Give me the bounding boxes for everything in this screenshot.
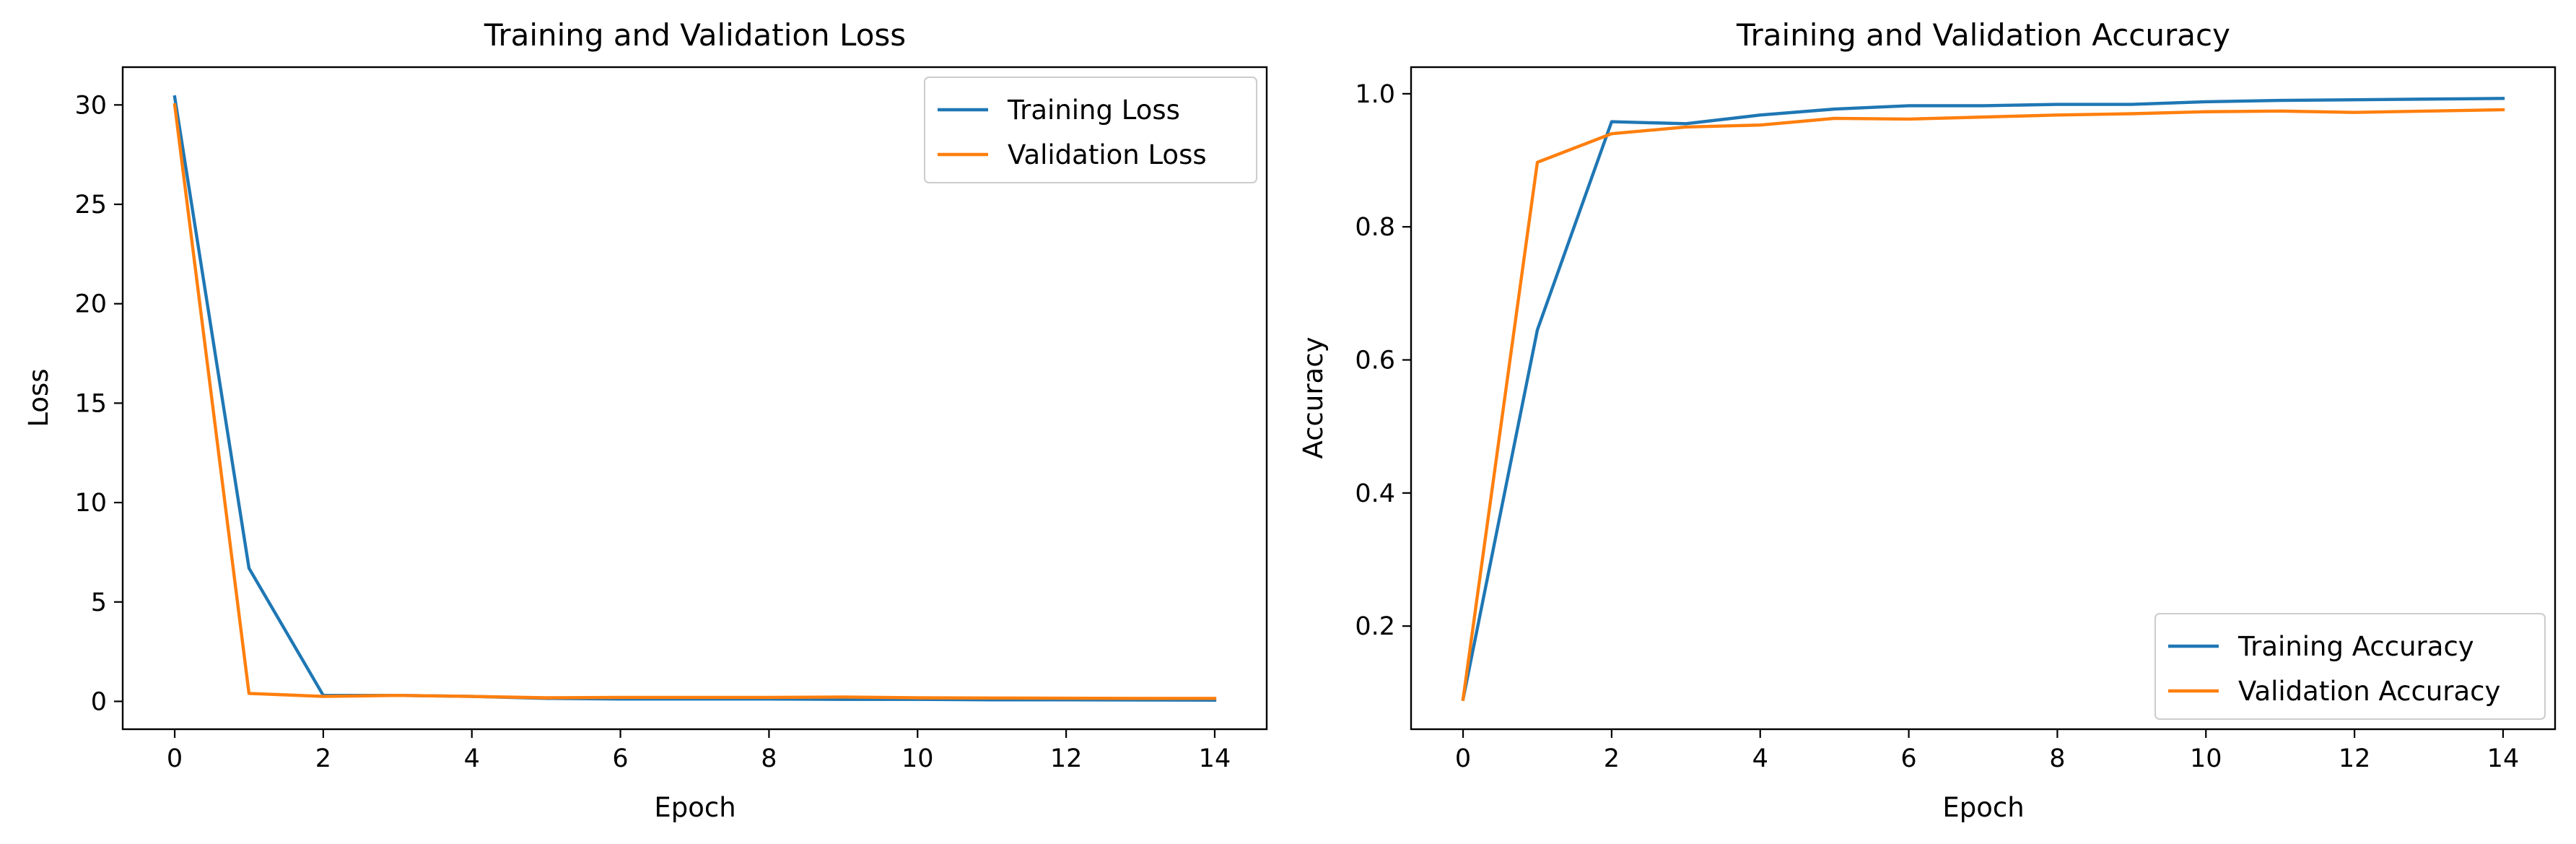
accuracy-series-training-line	[1461, 97, 2505, 702]
accuracy-plot-area	[1461, 97, 2505, 702]
accuracy-x-axis-label: Epoch	[1942, 792, 2024, 823]
loss-y-tick-label: 25	[74, 191, 107, 219]
accuracy-y-axis: 0.2 0.4 0.6 0.8 1.0	[1355, 80, 1411, 641]
loss-x-tick-label: 0	[167, 744, 183, 773]
loss-y-tick-label: 0	[91, 687, 107, 716]
loss-x-axis-label: Epoch	[654, 792, 735, 823]
accuracy-series-validation-line	[1461, 108, 2505, 702]
accuracy-x-axis: 0 2 4 6 8 10 12 14	[1455, 729, 2519, 773]
loss-chart: Training and Validation Loss 0 2 4 6 8 10 12 14…	[23, 17, 1268, 823]
loss-y-tick-label: 20	[74, 290, 107, 319]
loss-legend-label: Validation Loss	[1008, 139, 1207, 170]
loss-legend-box	[924, 77, 1257, 183]
loss-x-tick-label: 6	[612, 744, 628, 773]
loss-series-validation-line	[173, 103, 1217, 700]
accuracy-legend-label: Training Accuracy	[2237, 631, 2474, 662]
loss-x-tick-label: 14	[1199, 744, 1231, 773]
accuracy-chart: Training and Validation Accuracy 0 2 4 6 8 10…	[1298, 17, 2557, 823]
accuracy-y-tick-label: 0.4	[1355, 479, 1395, 508]
accuracy-x-tick-label: 4	[1752, 744, 1768, 773]
loss-y-axis-label: Loss	[23, 368, 54, 427]
accuracy-legend: Training Accuracy Validation Accuracy	[2154, 613, 2546, 720]
loss-x-tick-label: 4	[464, 744, 480, 773]
loss-y-tick-label: 10	[74, 489, 107, 518]
loss-plot-area	[173, 95, 1217, 702]
accuracy-axes-frame	[1410, 66, 2557, 731]
accuracy-x-tick-label: 6	[1900, 744, 1916, 773]
accuracy-x-tick-label: 10	[2190, 744, 2222, 773]
accuracy-y-axis-label: Accuracy	[1298, 337, 1329, 459]
loss-y-tick-label: 15	[74, 389, 107, 418]
loss-y-axis: 0 5 10 15 20 25 30	[74, 91, 123, 716]
accuracy-legend-box	[2154, 613, 2546, 720]
loss-y-tick-label: 30	[74, 91, 107, 120]
accuracy-chart-title: Training and Validation Accuracy	[1736, 17, 2230, 53]
accuracy-y-tick-label: 0.6	[1355, 347, 1395, 375]
loss-y-tick-label: 5	[91, 588, 107, 617]
loss-chart-title: Training and Validation Loss	[484, 17, 906, 53]
accuracy-x-tick-label: 14	[2487, 744, 2520, 773]
accuracy-y-tick-label: 1.0	[1355, 80, 1395, 109]
loss-axes-frame	[121, 66, 1268, 731]
accuracy-x-tick-label: 8	[2049, 744, 2065, 773]
accuracy-y-tick-label: 0.2	[1355, 612, 1395, 641]
accuracy-legend-label: Validation Accuracy	[2238, 676, 2500, 707]
loss-legend-label: Training Loss	[1007, 95, 1180, 126]
accuracy-y-tick-label: 0.8	[1355, 213, 1395, 242]
loss-x-axis: 0 2 4 6 8 10 12 14	[167, 729, 1231, 773]
loss-x-tick-label: 10	[901, 744, 934, 773]
loss-legend: Training Loss Validation Loss	[924, 77, 1257, 183]
loss-x-tick-label: 2	[315, 744, 331, 773]
accuracy-x-tick-label: 0	[1455, 744, 1471, 773]
accuracy-x-tick-label: 2	[1604, 744, 1620, 773]
loss-x-tick-label: 8	[761, 744, 777, 773]
loss-x-tick-label: 12	[1050, 744, 1083, 773]
accuracy-x-tick-label: 12	[2339, 744, 2371, 773]
